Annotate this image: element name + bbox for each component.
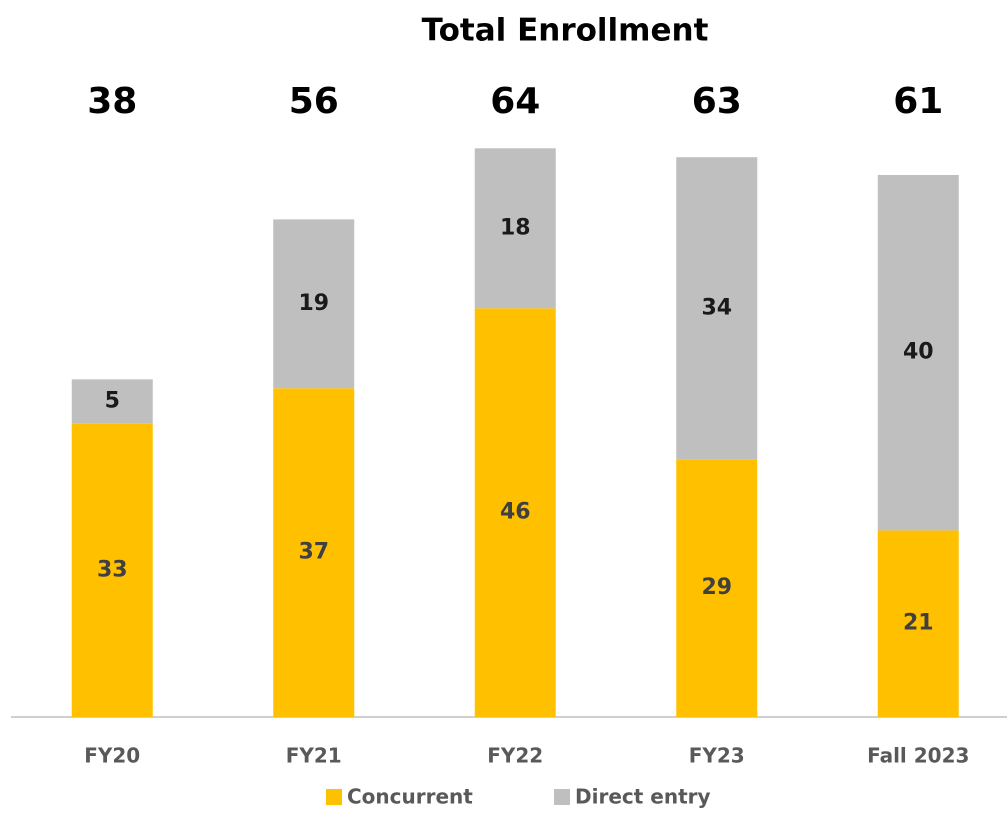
chart-title: Total Enrollment: [422, 13, 709, 49]
data-label: 29: [701, 575, 732, 600]
legend-label: Direct entry: [575, 785, 711, 809]
data-label: 5: [105, 389, 120, 414]
total-label: 61: [893, 81, 943, 122]
bar-segment: [877, 174, 959, 531]
x-tick-label: FY22: [487, 744, 543, 768]
x-tick-label: FY20: [84, 744, 140, 768]
data-label: 34: [701, 295, 732, 320]
data-label: 40: [903, 340, 934, 365]
x-tick-label: FY21: [286, 744, 342, 768]
bar-segment: [71, 423, 153, 717]
x-tick-label: Fall 2023: [867, 744, 969, 768]
data-label: 37: [298, 540, 329, 565]
data-label: 18: [500, 215, 531, 240]
data-label: 21: [903, 611, 934, 636]
data-label: 46: [500, 500, 531, 525]
total-label: 64: [490, 81, 540, 122]
total-label: 63: [692, 81, 742, 122]
legend-label: Concurrent: [347, 785, 473, 809]
bar-segment: [474, 148, 556, 309]
total-label: 56: [289, 81, 339, 122]
bar-segment: [273, 388, 355, 717]
bar-segment: [877, 530, 959, 717]
x-tick-label: FY23: [689, 744, 745, 768]
data-label: 19: [298, 291, 329, 316]
total-label: 38: [87, 81, 137, 122]
legend-swatch: [326, 789, 342, 805]
bar-segment: [676, 459, 758, 717]
legend-swatch: [554, 789, 570, 805]
bar-segment: [273, 219, 355, 389]
bar-segment: [474, 308, 556, 717]
bar-segment: [71, 379, 153, 424]
data-label: 33: [97, 557, 128, 582]
bar-segment: [676, 157, 758, 460]
